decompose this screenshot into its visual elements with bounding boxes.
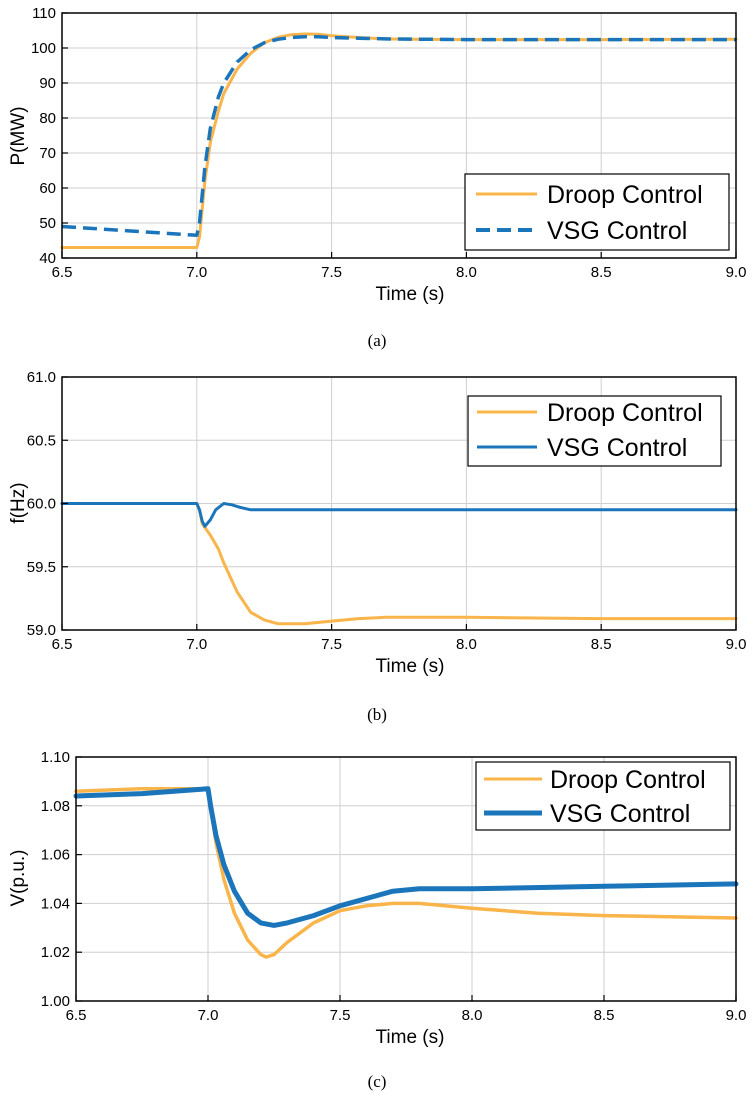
panel-b-y-axis-title: f(Hz): [8, 482, 29, 523]
y-tick-label: 60.5: [27, 432, 56, 449]
panel-c-y-axis-title: V(p.u.): [8, 849, 29, 906]
panel-b-y-tick-labels: 59.0 59.5 60.0 60.5 61.0: [27, 369, 56, 639]
panel-a-x-axis-title: Time (s): [376, 284, 445, 305]
y-tick-label: 90: [39, 75, 56, 92]
x-tick-label: 7.0: [186, 264, 207, 281]
panel-a-legend-box: [464, 173, 730, 251]
x-tick-label: 8.5: [591, 264, 612, 281]
x-tick-label: 8.0: [456, 264, 477, 281]
panel-b-legend-label-vsg: VSG Control: [547, 434, 687, 462]
panel-a-legend-label-vsg: VSG Control: [547, 217, 687, 245]
series-line-vsg-control: [60, 502, 738, 528]
panel-a-legend-label-droop: Droop Control: [547, 181, 703, 209]
y-tick-label: 1.08: [41, 798, 70, 815]
panel-c-series: [73, 786, 739, 959]
panel-a-y-tick-labels: 40 50 60 70 80 90 100 110: [31, 5, 56, 267]
y-tick-label: 59.5: [27, 559, 56, 576]
x-tick-label: 9.0: [726, 1007, 747, 1024]
panel-c-x-tick-labels: 6.5 7.0 7.5 8.0 8.5 9.0: [66, 1007, 747, 1024]
y-tick-label: 80: [39, 110, 56, 127]
x-tick-label: 8.5: [591, 636, 612, 653]
panel-a-frame: [61, 12, 737, 259]
x-tick-label: 8.5: [594, 1007, 615, 1024]
panel-a-series: [60, 32, 738, 249]
x-tick-label: 6.5: [52, 264, 73, 281]
panel-b-x-axis-title: Time (s): [376, 656, 445, 677]
panel-c-caption: (c): [368, 1072, 387, 1091]
y-tick-label: 60: [39, 180, 56, 197]
y-tick-label: 1.02: [41, 944, 70, 961]
y-tick-label: 40: [39, 250, 56, 267]
y-tick-label: 1.10: [41, 749, 70, 766]
panel-b-caption: (b): [367, 705, 387, 724]
panel-a-y-axis-title: P(MW): [8, 106, 29, 165]
y-tick-label: 100: [31, 40, 56, 57]
panel-c-y-tick-labels: 1.00 1.02 1.04 1.06 1.08 1.10: [41, 749, 70, 1010]
x-tick-label: 9.0: [726, 636, 747, 653]
panel-a-caption: (a): [368, 331, 387, 350]
panel-a-legend: Droop Control VSG Control: [464, 173, 730, 251]
panel-b-legend: Droop Control VSG Control: [467, 395, 722, 467]
y-tick-label: 110: [32, 5, 56, 22]
y-tick-label: 1.06: [41, 847, 70, 864]
panel-b-x-tick-labels: 6.5 7.0 7.5 8.0 8.5 9.0: [52, 636, 747, 653]
panel-c-legend-label-droop: Droop Control: [550, 766, 706, 794]
y-tick-label: 1.00: [41, 993, 70, 1010]
x-tick-label: 7.5: [330, 1007, 351, 1024]
panel-a-x-tick-labels: 6.5 7.0 7.5 8.0 8.5 9.0: [52, 264, 747, 281]
x-tick-label: 8.0: [456, 636, 477, 653]
x-tick-label: 6.5: [52, 636, 73, 653]
panel-c-x-axis-title: Time (s): [376, 1027, 445, 1048]
panel-b-series: [60, 502, 738, 626]
y-tick-label: 60.0: [27, 496, 56, 513]
x-tick-label: 6.5: [66, 1007, 87, 1024]
panel-c-frame: [75, 756, 737, 1002]
panel-c-voltage: 1.00 1.02 1.04 1.06 1.08 1.10 6.5 7.0 7.5 8.0 8.5…: [8, 749, 746, 1091]
panel-a-power: 40 50 60 70 80 90 100 110 6.5 7.0 7.5 8.0 8.5 9.0 Ti…: [8, 5, 746, 350]
x-tick-label: 7.5: [321, 264, 342, 281]
panel-c-ticks: [75, 756, 737, 1002]
series-line-vsg-control: [61, 35, 736, 238]
series-line-vsg-control: [73, 786, 739, 928]
y-tick-label: 50: [39, 215, 56, 232]
y-tick-label: 61.0: [27, 369, 56, 386]
y-tick-label: 1.04: [41, 895, 70, 912]
panel-b-ticks: [61, 376, 737, 631]
panel-b-legend-box: [467, 395, 722, 467]
y-tick-label: 59.0: [27, 622, 56, 639]
x-tick-label: 9.0: [726, 264, 747, 281]
y-tick-label: 70: [39, 145, 56, 162]
x-tick-label: 7.0: [198, 1007, 219, 1024]
panel-c-legend-box: [475, 761, 731, 831]
panel-c-legend-label-vsg: VSG Control: [550, 800, 690, 828]
panel-a-ticks: [61, 12, 737, 259]
x-tick-label: 7.0: [186, 636, 207, 653]
panel-c-legend: Droop Control VSG Control: [475, 761, 731, 831]
x-tick-label: 7.5: [321, 636, 342, 653]
panel-b-frequency: 59.059.560.060.561.0 6.5 7.0 7.5 8.0 8.5 9.0 …: [8, 369, 746, 724]
x-tick-label: 8.0: [462, 1007, 483, 1024]
panel-b-legend-label-droop: Droop Control: [547, 399, 703, 427]
